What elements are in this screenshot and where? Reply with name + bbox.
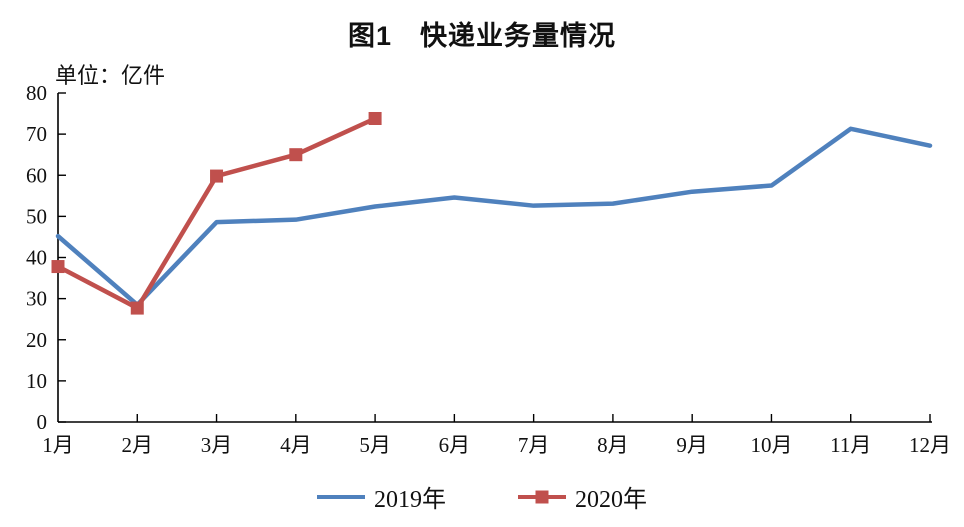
x-tick-label: 6月 [439, 433, 471, 457]
y-tick-label: 0 [37, 410, 48, 434]
y-tick-label: 20 [26, 328, 47, 352]
chart-legend: 2019年 2020年 [0, 479, 964, 514]
series-line-0 [55, 126, 933, 308]
chart-canvas: 0 10 20 30 40 50 60 70 80 1月 2月 3月 4月 5月 6月 7月 8月 9月 10月 11… [26, 81, 951, 457]
x-tick-label: 10月 [750, 433, 792, 457]
x-tick-label: 5月 [359, 433, 391, 457]
x-tick-label: 3月 [201, 433, 233, 457]
y-tick-label: 30 [26, 287, 47, 311]
y-tick-label: 70 [26, 122, 47, 146]
y-tick-label: 50 [26, 204, 47, 228]
chart-title: 图1 快递业务量情况 [347, 21, 617, 51]
series-marker-1 [289, 148, 303, 162]
legend-item-2020: 2020年 [518, 479, 647, 514]
legend-square-marker [535, 490, 549, 503]
legend-label-2019: 2019年 [374, 487, 446, 513]
legend-label-2020: 2020年 [575, 487, 647, 513]
x-tick-label: 12月 [909, 433, 951, 457]
legend-line-swatch-2020 [518, 490, 566, 503]
y-tick-label: 60 [26, 163, 47, 187]
x-tick-label: 1月 [42, 433, 74, 457]
x-tick-label: 11月 [830, 433, 871, 457]
series-marker-1 [130, 301, 144, 315]
x-tick-label: 4月 [280, 433, 312, 457]
series-marker-1 [210, 169, 224, 183]
series-marker-1 [368, 111, 382, 125]
x-tick-label: 7月 [518, 433, 550, 457]
y-tick-label: 40 [26, 246, 47, 270]
x-tick-label: 9月 [676, 433, 708, 457]
legend-line-swatch-2019 [317, 494, 365, 499]
series-marker-1 [51, 260, 65, 274]
x-tick-label: 8月 [597, 433, 629, 457]
unit-label: 单位：亿件 [55, 63, 166, 88]
legend-item-2019: 2019年 [317, 479, 446, 514]
y-tick-label: 80 [26, 81, 47, 105]
y-tick-label: 10 [26, 369, 47, 393]
x-tick-label: 2月 [122, 433, 154, 457]
